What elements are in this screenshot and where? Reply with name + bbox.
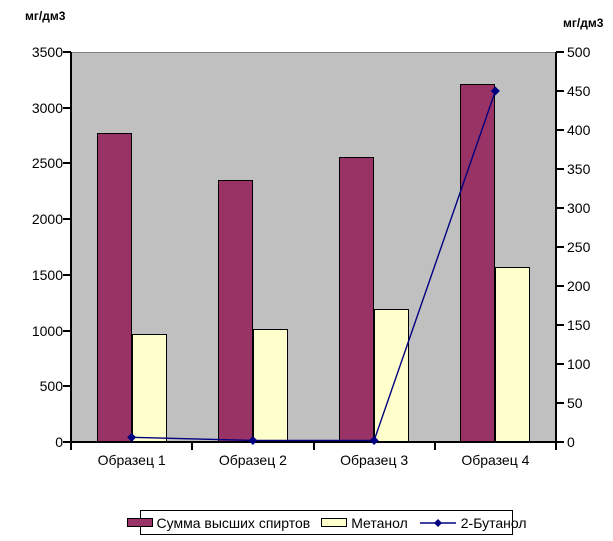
left-axis-tick-mark <box>63 329 71 332</box>
left-axis-tick-label: 3500 <box>31 44 63 60</box>
right-axis-tick-mark <box>556 90 564 92</box>
bar-series-2-category-4 <box>495 266 531 442</box>
legend-label: 2-Бутанол <box>460 514 527 531</box>
right-axis-tick-label: 100 <box>567 356 591 372</box>
right-axis-tick-label: 50 <box>567 395 583 411</box>
x-axis-line <box>70 441 557 443</box>
x-axis-category-label: Образец 3 <box>340 452 409 468</box>
left-axis-tick-mark <box>63 273 71 276</box>
right-axis-tick-label: 250 <box>567 239 591 255</box>
y-axis-right-line <box>555 52 557 444</box>
right-axis-tick-mark <box>556 324 564 326</box>
right-axis-tick-label: 300 <box>567 200 591 216</box>
legend-item-1: Сумма высших спиртов <box>126 514 311 531</box>
left-axis-tick-mark <box>63 385 71 388</box>
x-axis-tick-mark <box>433 443 436 450</box>
left-axis-tick-mark <box>63 51 71 53</box>
left-axis-tick-mark <box>63 162 71 165</box>
right-axis-tick-label: 400 <box>567 122 591 138</box>
right-axis-tick-label: 500 <box>567 44 591 60</box>
right-axis-tick-mark <box>556 207 564 209</box>
left-axis-tick-label: 2500 <box>31 155 63 172</box>
bar-series-2-category-3 <box>374 309 410 442</box>
bar-series-1-category-2 <box>217 179 253 442</box>
x-axis-tick-mark <box>70 443 72 450</box>
x-axis-category-label: Образец 2 <box>218 452 287 468</box>
left-axis-tick-label: 500 <box>39 378 63 395</box>
bar-series-1-category-4 <box>460 83 496 442</box>
legend-line-marker-icon <box>419 518 456 527</box>
right-axis-tick-mark <box>556 168 564 170</box>
left-axis-tick-mark <box>63 441 71 443</box>
right-axis-tick-mark <box>556 402 564 404</box>
legend-item-3: 2-Бутанол <box>419 515 527 531</box>
bar-series-1-category-3 <box>339 156 375 442</box>
right-axis-tick-label: 150 <box>567 317 591 333</box>
right-axis-tick-label: 350 <box>567 161 591 177</box>
x-axis-tick-mark <box>312 443 315 450</box>
left-axis-tick-mark <box>63 106 71 109</box>
left-axis-tick-label: 0 <box>55 434 63 450</box>
right-axis-title: мг/дм3 <box>563 16 604 30</box>
legend-swatch-icon <box>126 518 153 527</box>
left-axis-tick-label: 3000 <box>31 99 63 116</box>
right-axis-tick-label: 200 <box>567 278 591 294</box>
x-axis-tick-mark <box>555 443 557 450</box>
left-axis-tick-mark <box>63 218 71 221</box>
legend-item-2: Метанол <box>321 515 408 531</box>
legend-label: Сумма высших спиртов <box>156 514 311 531</box>
left-axis-title: мг/дм3 <box>25 9 66 23</box>
right-axis-tick-mark <box>556 246 564 248</box>
x-axis-category-label: Образец 1 <box>97 452 166 468</box>
right-axis-tick-mark <box>556 285 564 287</box>
left-axis-tick-label: 1500 <box>31 266 63 283</box>
bar-series-1-category-1 <box>96 133 132 442</box>
left-axis-tick-label: 1000 <box>31 322 63 339</box>
right-axis-tick-mark <box>556 51 564 53</box>
bar-series-2-category-2 <box>252 329 288 442</box>
bar-series-2-category-1 <box>131 333 167 442</box>
legend-label: Метанол <box>351 514 408 531</box>
right-axis-tick-label: 0 <box>567 434 575 450</box>
right-axis-tick-mark <box>556 129 564 131</box>
right-axis-tick-label: 450 <box>567 83 591 99</box>
x-axis-tick-mark <box>191 443 194 450</box>
right-axis-tick-mark <box>556 363 564 365</box>
legend: Сумма высших спиртов Метанол 2-Бутанол <box>126 510 527 535</box>
legend-swatch-icon <box>321 518 348 527</box>
x-axis-category-label: Образец 4 <box>461 452 530 468</box>
y-axis-left-line <box>70 52 72 444</box>
right-axis-tick-mark <box>556 441 564 443</box>
left-axis-tick-label: 2000 <box>31 211 63 228</box>
